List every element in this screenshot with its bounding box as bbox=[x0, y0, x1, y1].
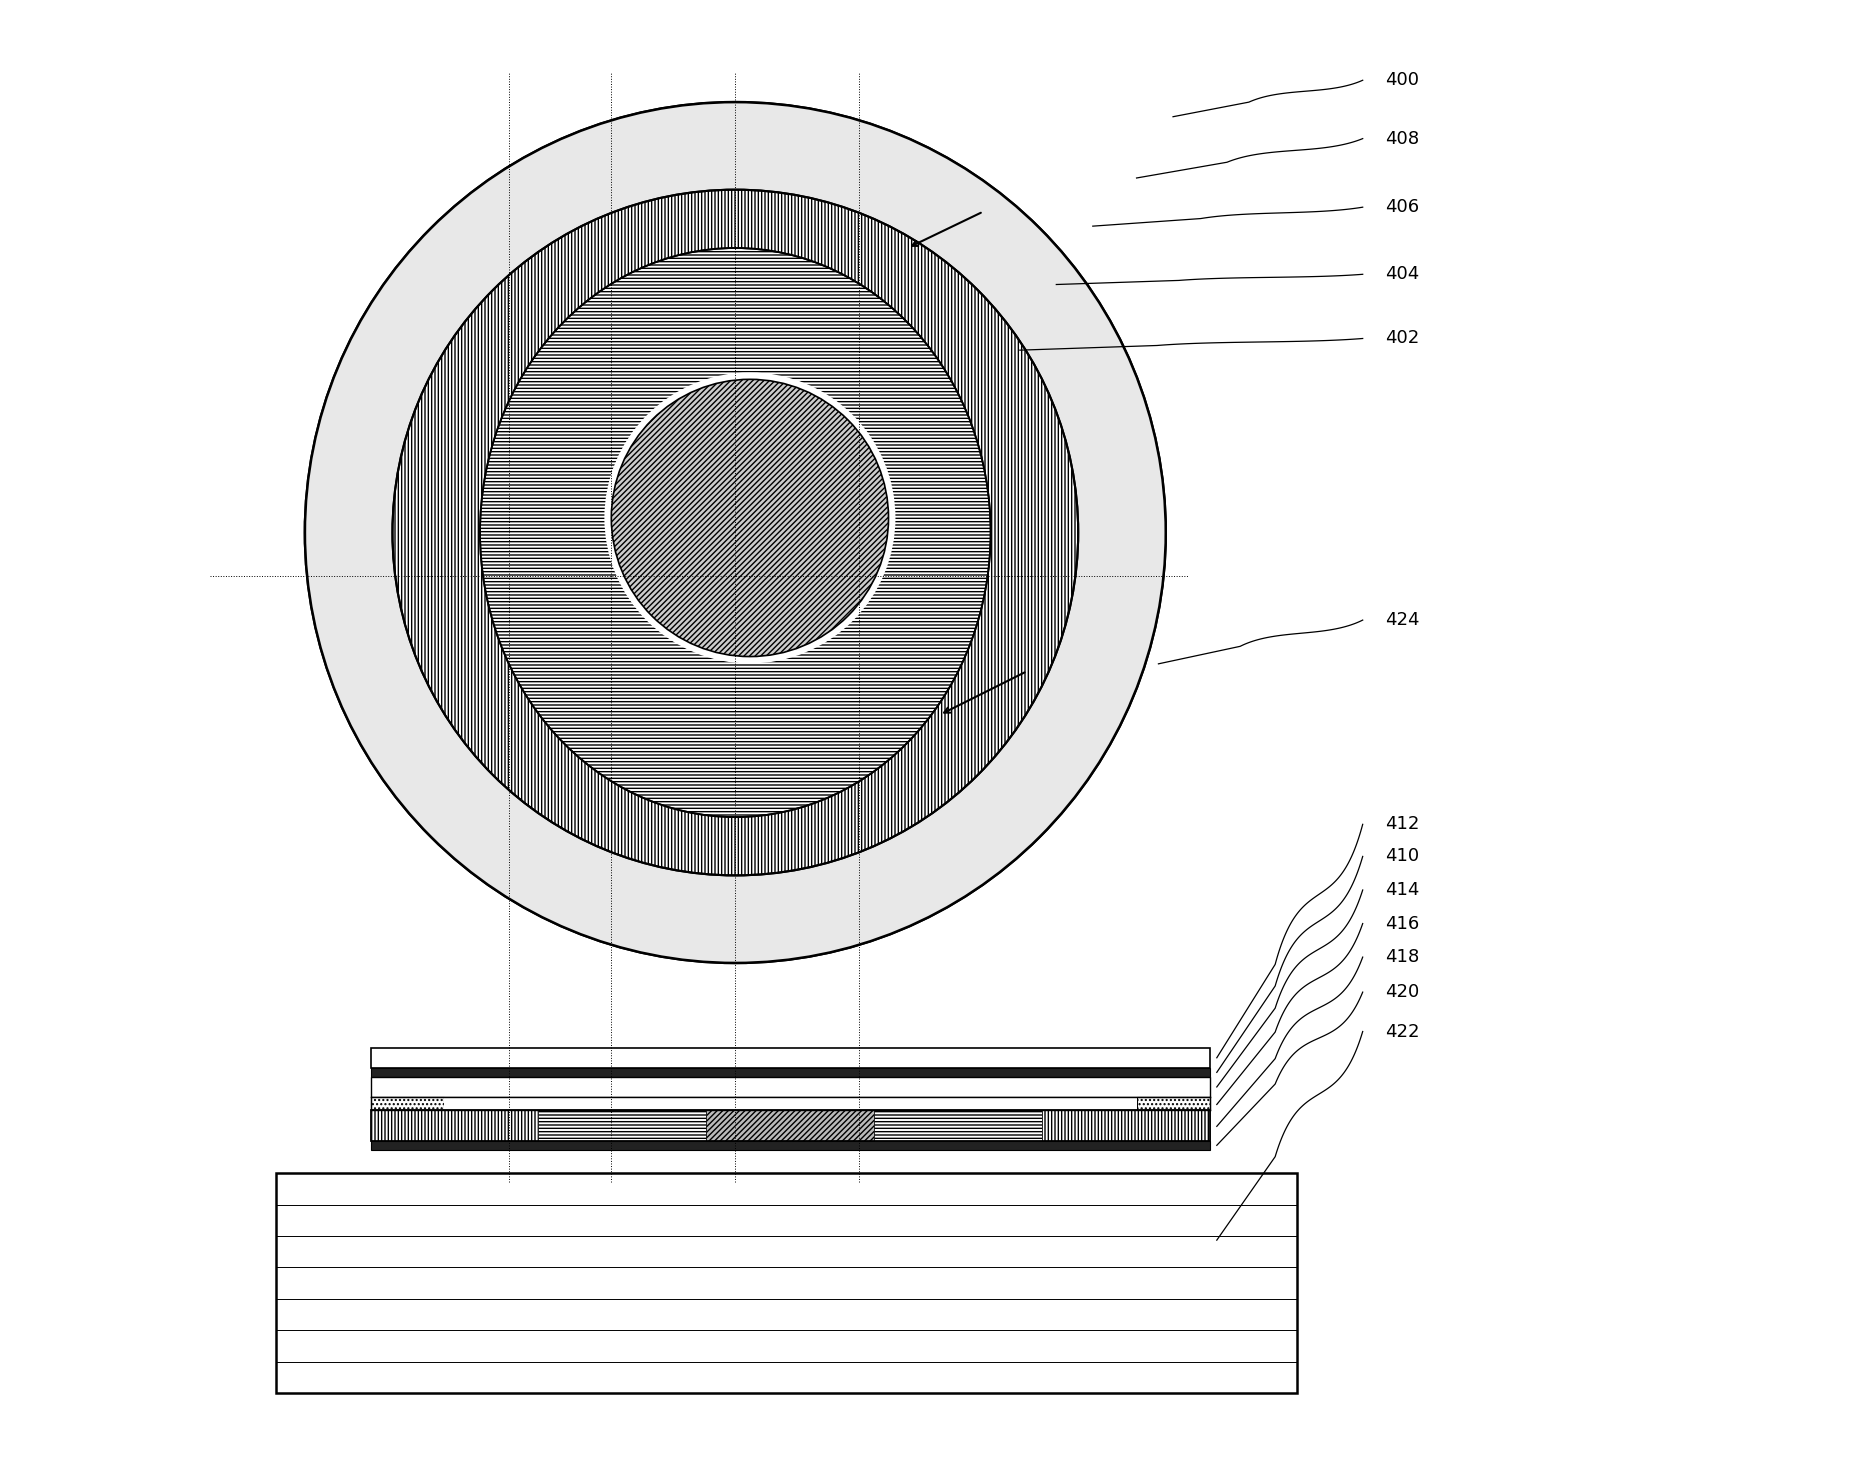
Circle shape bbox=[305, 102, 1166, 963]
Bar bbox=[370, 1110, 1210, 1141]
Text: 420: 420 bbox=[1384, 983, 1419, 1001]
Circle shape bbox=[305, 102, 1166, 963]
Bar bbox=[370, 1110, 538, 1141]
Text: 406: 406 bbox=[1384, 198, 1419, 216]
Circle shape bbox=[392, 190, 1079, 875]
Circle shape bbox=[392, 190, 1079, 875]
Bar bbox=[370, 1048, 1210, 1068]
Text: 418: 418 bbox=[1384, 948, 1419, 966]
Text: 416: 416 bbox=[1384, 915, 1419, 932]
Ellipse shape bbox=[479, 248, 990, 817]
Bar bbox=[370, 1068, 1210, 1077]
Text: 400: 400 bbox=[1384, 71, 1419, 89]
Text: 408: 408 bbox=[1384, 130, 1419, 147]
Bar bbox=[276, 1173, 1297, 1393]
Text: 410: 410 bbox=[1384, 848, 1419, 865]
Bar bbox=[370, 1077, 1210, 1097]
Bar bbox=[370, 1141, 1210, 1150]
Bar bbox=[707, 1110, 873, 1141]
Text: 422: 422 bbox=[1384, 1023, 1419, 1040]
Bar bbox=[873, 1110, 1042, 1141]
Circle shape bbox=[605, 372, 895, 664]
Bar bbox=[538, 1110, 707, 1141]
Text: 414: 414 bbox=[1384, 881, 1419, 899]
Circle shape bbox=[610, 379, 888, 657]
Bar bbox=[444, 1097, 1136, 1110]
Bar bbox=[370, 1097, 444, 1110]
Text: 424: 424 bbox=[1384, 611, 1419, 629]
Text: 412: 412 bbox=[1384, 816, 1419, 833]
Bar bbox=[1136, 1097, 1210, 1110]
Bar bbox=[1042, 1110, 1210, 1141]
Text: 404: 404 bbox=[1384, 266, 1419, 283]
Text: 402: 402 bbox=[1384, 330, 1419, 347]
